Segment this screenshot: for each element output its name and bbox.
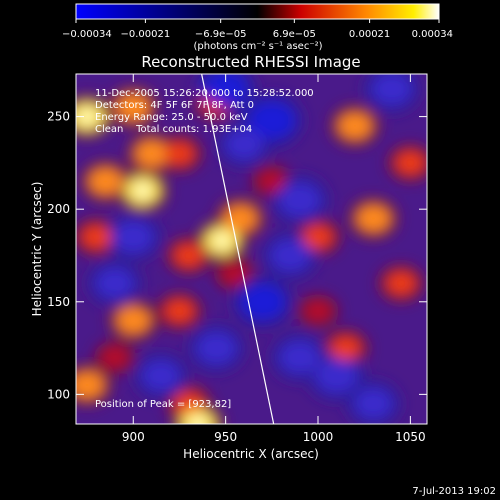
y-tick-label: 200 — [47, 202, 70, 216]
y-tick-label: 150 — [47, 295, 70, 309]
colorbar-tick-label: −0.00021 — [121, 29, 171, 40]
colorbar-units: (photons cm⁻² s⁻¹ asec⁻²) — [193, 41, 322, 52]
heatmap-blob — [179, 409, 216, 424]
heatmap-blob — [337, 112, 372, 140]
heatmap-blob — [303, 224, 334, 249]
footer-timestamp: 7-Jul-2013 19:02 — [412, 486, 496, 497]
heatmap-blob — [315, 359, 358, 393]
x-tick-label: 950 — [214, 430, 237, 444]
heatmap-image — [76, 74, 427, 424]
y-axis-label: Heliocentric Y (arcsec) — [30, 182, 44, 317]
heatmap-blob — [240, 284, 285, 320]
heatmap-blob — [356, 204, 391, 233]
heatmap-blob — [386, 271, 417, 296]
x-tick-label: 900 — [122, 430, 145, 444]
heatmap-blob — [395, 150, 426, 175]
heatmap-blob — [81, 224, 112, 249]
heatmap-blob — [279, 341, 320, 374]
plot-area: 900 950 1000 1050 100 150 200 250 11-Dec-2005 1… — [47, 73, 428, 444]
heatmap-blob — [116, 93, 151, 121]
plot-frame — [75, 73, 428, 425]
heatmap-blob — [173, 391, 204, 416]
heatmap-blob-core — [80, 109, 95, 124]
annotation-clean: Clean Total counts: 1.93E+04 — [95, 124, 252, 135]
colorbar-tick-label: 0.00021 — [349, 29, 390, 40]
annotation-detectors: Detectors: 4F 5F 6F 7F 8F, Att 0 — [95, 100, 254, 111]
heatmap-blob — [225, 129, 264, 160]
heatmap-blob — [203, 74, 248, 107]
chart-title: Reconstructed RHESSI Image — [141, 53, 360, 71]
solar-limb-line — [201, 74, 275, 424]
heatmap-blob — [258, 171, 285, 192]
heatmap-blob — [196, 332, 237, 365]
heatmap-blob — [88, 167, 123, 196]
y-tick-label: 250 — [47, 110, 70, 124]
heatmap-blob — [76, 371, 105, 399]
heatmap-blob-core — [135, 183, 150, 198]
heatmap-blob — [305, 300, 332, 322]
heatmap-blob — [354, 388, 393, 419]
annotation-energy: Energy Range: 25.0 - 50.0 keV — [95, 112, 248, 123]
colorbar-tick-label: −6.9e−05 — [195, 29, 247, 40]
heatmap-blob — [371, 74, 412, 105]
annotation-time-range: 11-Dec-2005 15:26:20.000 to 15:28:52.000 — [95, 88, 314, 99]
colorbar-ticks: −0.00034 −0.00021 −6.9e−05 6.9e−05 0.00021 0.… — [62, 19, 453, 40]
heatmap-blob — [164, 141, 195, 166]
heatmap-blob-core — [190, 417, 205, 424]
x-tick-label: 1050 — [395, 430, 426, 444]
heatmap-blob-core — [214, 233, 229, 248]
colorbar: −0.00034 −0.00021 −6.9e−05 6.9e−05 0.00021 0.… — [62, 3, 453, 52]
heatmap-blob — [141, 360, 180, 392]
colorbar-tick-label: 0.00034 — [412, 29, 453, 40]
heatmap-blob — [95, 268, 134, 299]
heatmap-blob — [248, 101, 295, 139]
heatmap-blob — [116, 306, 151, 334]
heatmap-blob — [223, 204, 258, 233]
heatmap-blob — [164, 299, 195, 324]
heatmap-blob — [134, 140, 169, 168]
colorbar-tick-label: 6.9e−05 — [273, 29, 316, 40]
colorbar-tick-label: −0.00034 — [62, 29, 112, 40]
colorbar-gradient — [75, 3, 440, 20]
annotation-peak: Position of Peak = [923,82] — [95, 399, 231, 410]
heatmap-blob — [113, 220, 154, 253]
heatmap-blob — [101, 346, 128, 368]
x-tick-label: 1000 — [303, 430, 334, 444]
heatmap-blob — [270, 239, 311, 272]
y-tick-label: 100 — [47, 387, 70, 401]
x-axis-label: Heliocentric X (arcsec) — [183, 447, 319, 461]
heatmap-blob — [330, 336, 361, 361]
heatmap-blob — [278, 183, 321, 217]
axis-ticks: 900 950 1000 1050 100 150 200 250 — [47, 74, 427, 444]
heatmap-blob — [173, 243, 204, 268]
